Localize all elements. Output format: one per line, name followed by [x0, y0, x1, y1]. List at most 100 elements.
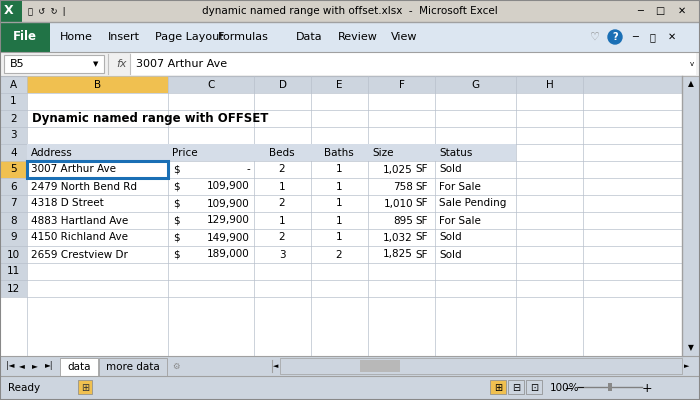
Bar [490, 380, 506, 394]
Text: 109,900: 109,900 [207, 198, 250, 208]
Text: ─: ─ [577, 383, 583, 393]
Bar [0, 280, 27, 297]
Text: ⊡: ⊡ [530, 383, 538, 393]
Text: 1: 1 [336, 182, 342, 192]
Text: Size: Size [372, 148, 393, 158]
Text: |◄: |◄ [6, 362, 15, 370]
Text: □: □ [655, 6, 664, 16]
Text: Address: Address [31, 148, 73, 158]
Text: 6: 6 [10, 182, 17, 192]
Bar [0, 161, 27, 178]
Text: 3007 Arthur Ave: 3007 Arthur Ave [136, 59, 227, 69]
Text: ⚙: ⚙ [172, 362, 179, 370]
Text: E: E [336, 80, 343, 90]
Text: data: data [67, 362, 91, 372]
Text: Sold: Sold [439, 164, 461, 174]
Text: View: View [391, 32, 417, 42]
Text: X: X [4, 4, 13, 18]
Text: 4150 Richland Ave: 4150 Richland Ave [31, 232, 128, 242]
Text: SF: SF [415, 250, 428, 260]
Text: 1: 1 [336, 216, 342, 226]
Text: 5: 5 [10, 164, 17, 174]
Text: 1: 1 [10, 96, 17, 106]
Text: SF: SF [415, 198, 428, 208]
Text: 1: 1 [336, 232, 342, 242]
Text: Beds: Beds [270, 148, 295, 158]
Text: 149,900: 149,900 [207, 232, 250, 242]
Text: Formulas: Formulas [218, 32, 269, 42]
Text: Review: Review [338, 32, 378, 42]
Circle shape [608, 30, 622, 44]
Text: 12: 12 [7, 284, 20, 294]
Bar [60, 358, 98, 376]
Bar [27, 76, 168, 93]
Text: ─: ─ [637, 6, 643, 16]
Text: 2479 North Bend Rd: 2479 North Bend Rd [31, 182, 137, 192]
Bar [0, 0, 22, 22]
Text: SF: SF [415, 216, 428, 226]
Text: ?: ? [612, 32, 618, 42]
Text: ▼: ▼ [93, 61, 99, 67]
Bar [0, 22, 50, 52]
Text: ▼: ▼ [688, 344, 694, 352]
Text: v: v [690, 61, 694, 67]
Text: Home: Home [60, 32, 93, 42]
Bar [0, 376, 700, 400]
Text: dynamic named range with offset.xlsx  -  Microsoft Excel: dynamic named range with offset.xlsx - M… [202, 6, 498, 16]
Text: 189,000: 189,000 [207, 250, 250, 260]
Text: $: $ [173, 250, 180, 260]
Bar [280, 358, 682, 374]
Text: C: C [207, 80, 215, 90]
Text: Dynamic named range with OFFSET: Dynamic named range with OFFSET [32, 112, 268, 125]
Bar [0, 110, 27, 127]
Text: Sold: Sold [439, 250, 461, 260]
Bar [99, 358, 167, 376]
Text: 11: 11 [7, 266, 20, 276]
Text: 2: 2 [336, 250, 342, 260]
Text: ─: ─ [566, 383, 572, 393]
Text: B: B [94, 80, 101, 90]
Text: SF: SF [415, 182, 428, 192]
Text: $: $ [173, 198, 180, 208]
Text: For Sale: For Sale [439, 182, 481, 192]
Text: $: $ [173, 232, 180, 242]
Text: 9: 9 [10, 232, 17, 242]
Text: ►: ► [684, 363, 690, 369]
Text: $: $ [173, 216, 180, 226]
Text: Sale Pending: Sale Pending [439, 198, 506, 208]
Text: 3: 3 [279, 250, 286, 260]
Text: For Sale: For Sale [439, 216, 481, 226]
Text: ►|: ►| [45, 362, 53, 370]
Text: 1,010: 1,010 [384, 198, 413, 208]
Text: ⊟: ⊟ [512, 383, 520, 393]
Text: 1,032: 1,032 [384, 232, 413, 242]
Text: SF: SF [415, 232, 428, 242]
Text: 109,900: 109,900 [207, 182, 250, 192]
Bar [0, 178, 27, 195]
Text: ►: ► [32, 362, 38, 370]
Bar [0, 212, 27, 229]
Text: $: $ [173, 164, 180, 174]
Text: 2659 Crestview Dr: 2659 Crestview Dr [31, 250, 128, 260]
Text: 7: 7 [10, 198, 17, 208]
Bar [0, 356, 700, 376]
Bar [131, 53, 696, 75]
Text: 1,025: 1,025 [384, 164, 413, 174]
Bar [0, 0, 700, 22]
Text: 🖫  ↺  ↻  |: 🖫 ↺ ↻ | [28, 6, 66, 16]
Text: 2: 2 [279, 198, 286, 208]
Text: 3007 Arthur Ave: 3007 Arthur Ave [31, 164, 116, 174]
Bar [608, 383, 612, 391]
Text: 1: 1 [336, 198, 342, 208]
Text: 758: 758 [393, 182, 413, 192]
Bar [0, 127, 27, 144]
Bar [682, 76, 700, 356]
Text: ✕: ✕ [678, 6, 686, 16]
Text: 100%: 100% [550, 383, 580, 393]
Text: SF: SF [415, 164, 428, 174]
Bar [0, 76, 682, 93]
Text: A: A [10, 80, 17, 90]
Bar [0, 161, 27, 178]
Text: 2: 2 [279, 232, 286, 242]
Text: ▲: ▲ [688, 80, 694, 88]
